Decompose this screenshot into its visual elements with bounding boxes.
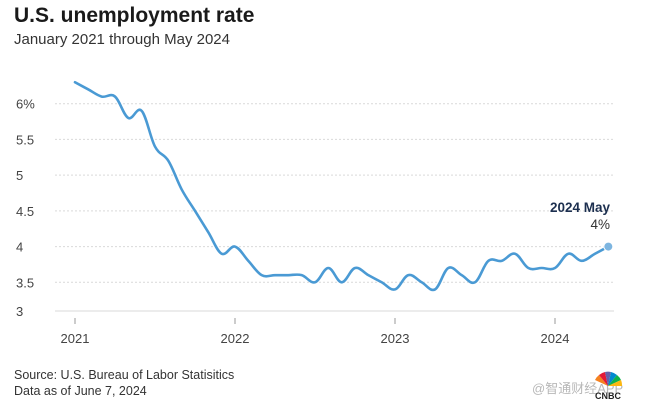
cnbc-logo: CNBC [588, 370, 628, 407]
data-date-note: Data as of June 7, 2024 [14, 384, 147, 398]
x-tick-label: 2024 [541, 331, 570, 346]
x-tick-label: 2022 [221, 331, 250, 346]
annotation-value: 4% [590, 217, 610, 232]
y-tick-label: 5.5 [16, 132, 34, 147]
chart-subtitle: January 2021 through May 2024 [14, 31, 230, 48]
watermark: @智通财经APP [532, 381, 624, 396]
y-tick-label: 4 [16, 240, 23, 255]
x-tick-label: 2021 [61, 331, 90, 346]
source-note: Source: U.S. Bureau of Labor Statisitics [14, 368, 235, 382]
chart-title: U.S. unemployment rate [14, 4, 255, 27]
x-tick-label: 2023 [381, 331, 410, 346]
cnbc-logo-text: CNBC [595, 391, 621, 401]
y-tick-label: 5 [16, 168, 23, 183]
annotation-label: 2024 May [550, 200, 611, 215]
latest-point-marker [603, 241, 614, 252]
y-tick-label: 3.5 [16, 275, 34, 290]
y-tick-label: 4.5 [16, 204, 34, 219]
y-tick-label: 3 [16, 304, 23, 319]
unemployment-rate-line [73, 80, 610, 292]
y-tick-label: 6% [16, 97, 35, 112]
